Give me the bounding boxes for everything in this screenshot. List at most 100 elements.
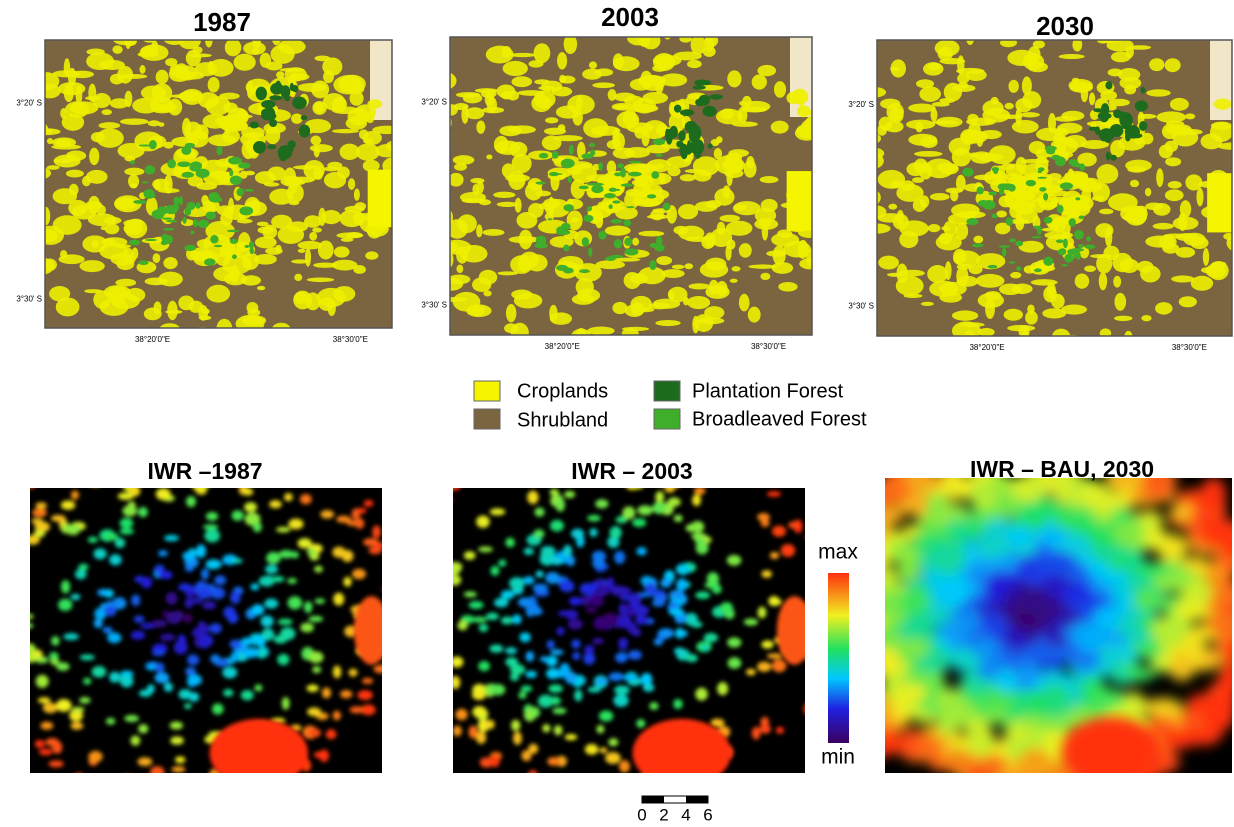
iwr-patch xyxy=(857,633,879,652)
broadleaved-patch xyxy=(1009,261,1015,264)
iwr-patch xyxy=(985,774,1006,788)
broadleaved-patch xyxy=(196,169,210,178)
iwr-patch xyxy=(49,760,64,767)
iwr-patch xyxy=(613,694,628,707)
iwr-patch xyxy=(505,657,518,667)
cropland-patch xyxy=(493,192,515,198)
cropland-patch xyxy=(318,208,325,226)
iwr-patch xyxy=(174,641,188,655)
cropland-patch xyxy=(511,76,532,87)
broadleaved-patch xyxy=(539,153,548,159)
iwr-patch xyxy=(585,791,598,798)
iwr-patch xyxy=(759,725,771,734)
cropland-patch xyxy=(927,63,940,71)
iwr-patch xyxy=(490,755,500,767)
cropland-patch xyxy=(400,182,425,197)
cropland-patch xyxy=(437,206,451,210)
colorbar xyxy=(828,573,849,743)
cropland-patch xyxy=(1062,335,1085,351)
cropland-patch xyxy=(341,238,354,242)
cropland-patch xyxy=(354,189,360,201)
cropland-patch xyxy=(970,151,993,163)
broadleaved-patch xyxy=(978,200,989,207)
iwr-patch xyxy=(417,711,427,720)
iwr-patch xyxy=(231,558,242,564)
broadleaved-patch xyxy=(244,189,254,192)
cropland-patch xyxy=(1075,273,1090,288)
iwr-patch xyxy=(501,617,513,625)
plantation-patch xyxy=(702,106,716,117)
cropland-patch xyxy=(252,48,259,54)
iwr-patch xyxy=(1017,750,1054,782)
cropland-patch xyxy=(1149,58,1164,71)
iwr-patch xyxy=(424,554,438,564)
cropland-patch xyxy=(669,23,677,33)
broadleaved-patch xyxy=(620,168,626,178)
cropland-patch xyxy=(2,207,25,219)
cropland-patch xyxy=(322,57,342,75)
iwr-patch xyxy=(613,781,627,788)
iwr-patch xyxy=(32,649,43,659)
iwr-patch xyxy=(865,526,887,543)
cropland-patch xyxy=(421,164,446,176)
iwr-patch xyxy=(1018,773,1044,801)
cropland-patch xyxy=(1029,141,1046,154)
cropland-patch xyxy=(291,113,303,123)
iwr-patch xyxy=(422,511,432,518)
iwr-patch xyxy=(131,594,140,606)
cropland-patch xyxy=(734,204,747,210)
plantation-patch xyxy=(1089,127,1098,131)
cropland-patch xyxy=(1054,128,1069,137)
iwr-patch xyxy=(665,775,679,788)
iwr-patch xyxy=(605,752,621,764)
iwr-patch xyxy=(1205,563,1226,583)
broadleaved-patch xyxy=(1063,239,1068,249)
iwr-patch xyxy=(717,682,728,695)
iwr-patch xyxy=(214,575,226,585)
cropland-patch xyxy=(865,195,874,210)
iwr-patch xyxy=(846,477,885,508)
cropland-patch xyxy=(476,224,482,237)
cropland-patch xyxy=(757,65,776,76)
broadleaved-patch xyxy=(245,245,250,248)
cropland-patch xyxy=(120,118,149,125)
iwr-patch xyxy=(39,749,53,756)
iwr-patch xyxy=(509,577,525,589)
cropland-patch xyxy=(1048,173,1062,180)
cropland-patch xyxy=(817,165,841,178)
broadleaved-patch xyxy=(579,269,590,273)
iwr-hotspot xyxy=(210,719,309,787)
cropland-patch xyxy=(309,232,317,241)
broadleaved-patch xyxy=(1076,252,1081,260)
iwr-patch xyxy=(166,612,181,625)
iwr-patch xyxy=(852,698,885,727)
plantation-patch xyxy=(665,129,670,142)
iwr-patch xyxy=(212,703,224,714)
iwr-patch xyxy=(552,708,566,714)
cropland-patch xyxy=(224,272,247,285)
iwr-patch xyxy=(809,650,819,661)
legend-swatch xyxy=(654,409,680,429)
cropland-patch xyxy=(410,208,431,222)
iwr-patch xyxy=(206,559,222,569)
cropland-patch xyxy=(836,177,862,191)
iwr-patch xyxy=(476,515,490,528)
cropland-patch xyxy=(356,143,380,160)
iwr-patch xyxy=(138,724,148,733)
iwr-patch xyxy=(1034,529,1067,544)
cropland-patch xyxy=(110,98,129,108)
iwr-patch xyxy=(649,702,658,710)
iwr-patch xyxy=(319,749,329,762)
cropland-patch xyxy=(945,261,952,280)
iwr-patch xyxy=(0,719,3,732)
iwr-patch xyxy=(971,424,1001,447)
broadleaved-patch xyxy=(617,163,624,168)
iwr-patch xyxy=(12,511,23,519)
iwr-patch xyxy=(308,728,320,737)
cropland-patch xyxy=(633,98,656,113)
cropland-patch xyxy=(653,55,682,66)
iwr-patch xyxy=(643,683,655,692)
cropland-patch xyxy=(1110,140,1125,157)
iwr-patch xyxy=(9,565,23,573)
broadleaved-patch xyxy=(206,211,217,219)
